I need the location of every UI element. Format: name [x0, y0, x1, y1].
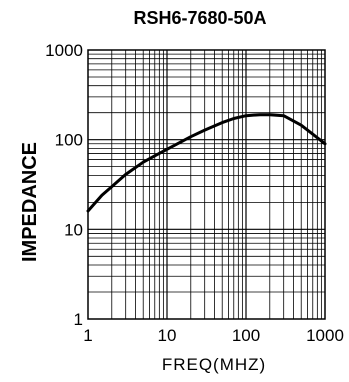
y-tick-label: 1	[74, 310, 83, 329]
y-axis-label: IMPEDANCE	[19, 142, 41, 262]
y-tick-label: 10	[64, 220, 83, 239]
plot-frame	[87, 49, 326, 320]
plot-grid	[88, 50, 325, 319]
x-tick-label: 10	[158, 326, 177, 345]
x-tick-label: 100	[232, 326, 260, 345]
tick-labels: 1 10 100 1000 1 10 100 1000	[45, 41, 344, 345]
x-tick-label: 1000	[306, 326, 344, 345]
x-axis-label: FREQ(MHZ)	[162, 355, 266, 374]
chart-title: RSH6-7680-50A	[133, 8, 266, 28]
x-tick-label: 1	[83, 326, 92, 345]
y-tick-label: 1000	[45, 41, 83, 60]
impedance-curve	[86, 113, 327, 213]
y-tick-label: 100	[55, 131, 83, 150]
